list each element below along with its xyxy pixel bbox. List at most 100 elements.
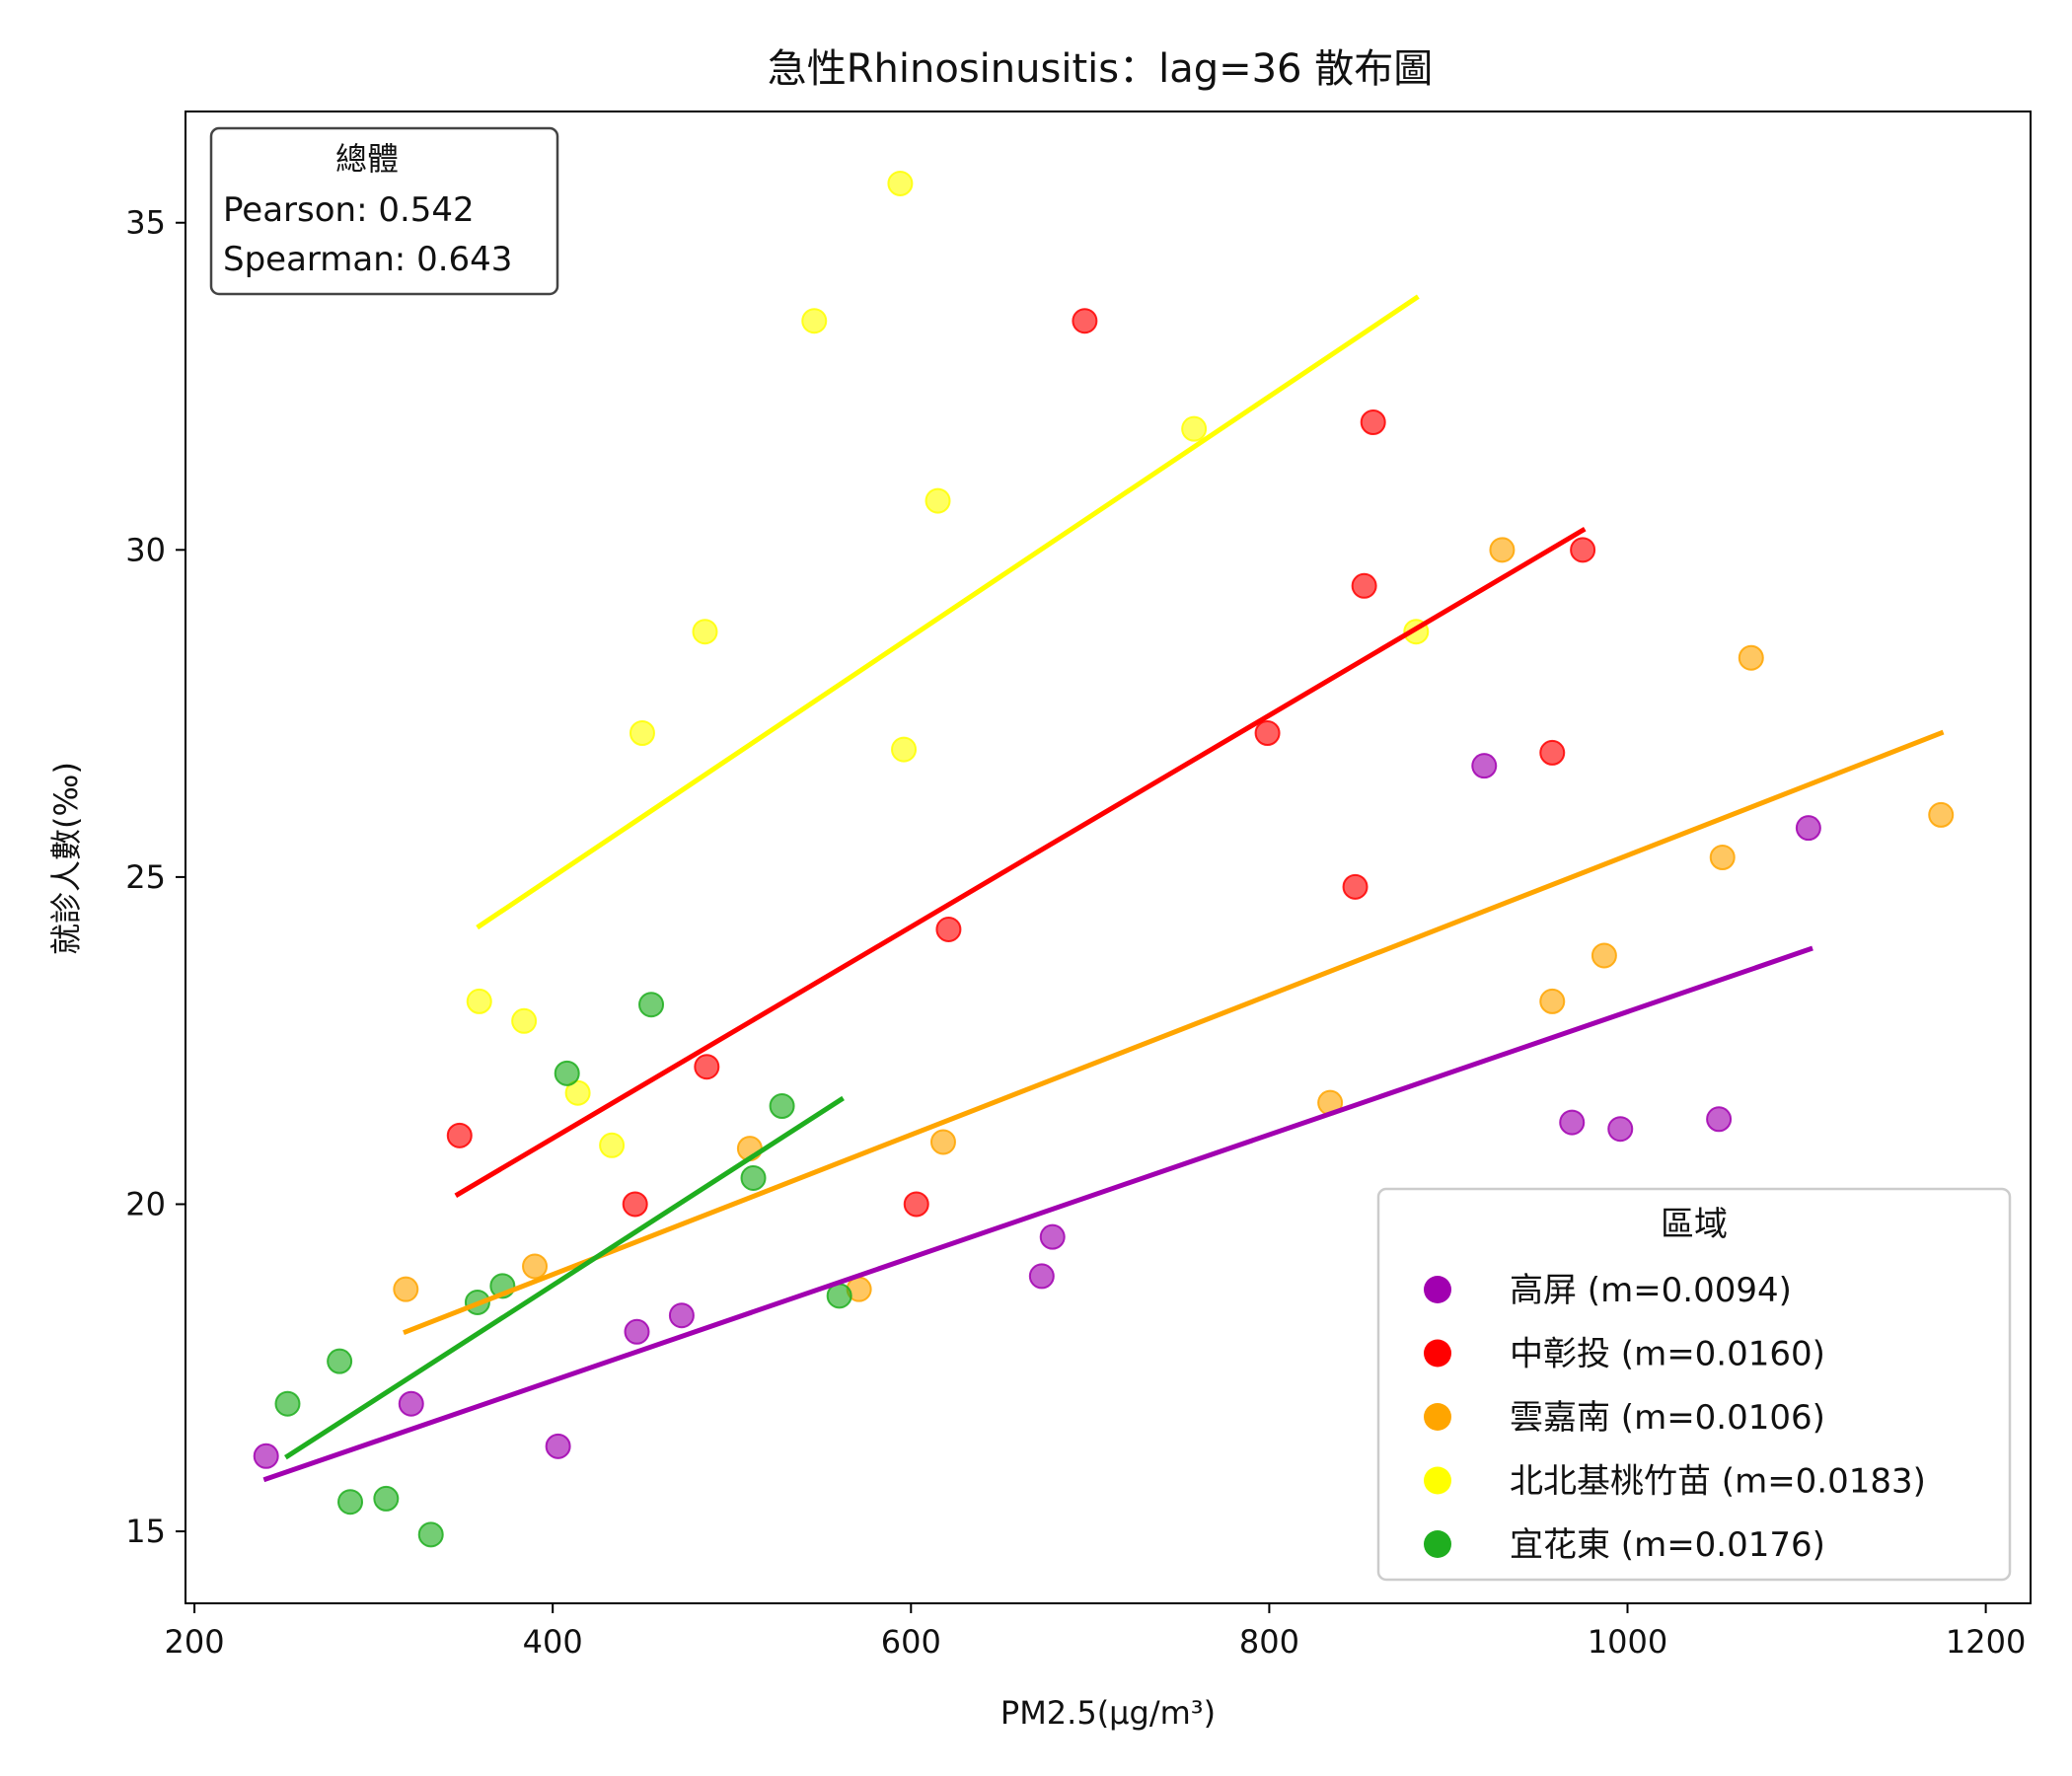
- data-point: [545, 1433, 571, 1459]
- legend-label: 宜花東 (m=0.0176): [1510, 1525, 1825, 1565]
- legend-entry: 北北基桃竹苗 (m=0.0183): [1424, 1462, 1926, 1502]
- legend-entry: 宜花東 (m=0.0176): [1424, 1525, 1825, 1565]
- data-point: [554, 1060, 580, 1086]
- y-tick-label: 30: [125, 531, 166, 568]
- data-point: [935, 916, 962, 942]
- data-point: [417, 1521, 444, 1548]
- data-point: [1738, 644, 1764, 671]
- stats-box-frame: [209, 126, 559, 296]
- legend-label: 北北基桃竹苗 (m=0.0183): [1510, 1462, 1926, 1502]
- regression-line-3: [403, 729, 1945, 1336]
- data-point: [599, 1132, 626, 1158]
- data-point: [629, 720, 655, 746]
- axes: 200 400 600 800 1000 1200 15 20 25 30 35: [125, 204, 2026, 1661]
- data-point: [1039, 1223, 1066, 1250]
- data-point: [1709, 845, 1736, 870]
- plot-marks: [253, 170, 1955, 1548]
- legend-entry: 中彰投 (m=0.0160): [1424, 1335, 1825, 1374]
- legend-frame: [1376, 1187, 2012, 1582]
- x-tick-label: 1200: [1946, 1623, 2026, 1661]
- data-point: [1342, 873, 1369, 900]
- series-3: [393, 537, 1955, 1302]
- data-point: [1181, 415, 1208, 442]
- data-point: [446, 1122, 473, 1148]
- legend-label: 雲嘉南 (m=0.0106): [1510, 1398, 1825, 1438]
- y-tick-label: 15: [125, 1513, 166, 1550]
- plot-area-frame: [185, 111, 2032, 1604]
- data-point: [1539, 739, 1566, 766]
- x-tick-label: 600: [881, 1623, 941, 1661]
- legend-entry: 高屏 (m=0.0094): [1424, 1271, 1792, 1310]
- legend-entry: 雲嘉南 (m=0.0106): [1424, 1398, 1825, 1438]
- regression-line-1: [262, 945, 1813, 1483]
- x-tick-label: 800: [1239, 1623, 1299, 1661]
- data-point: [1539, 988, 1566, 1014]
- legend-title: 區域: [1661, 1205, 1728, 1244]
- data-point: [1072, 308, 1098, 334]
- data-point: [668, 1302, 695, 1329]
- data-point: [337, 1489, 364, 1516]
- data-point: [891, 736, 918, 763]
- data-point: [1559, 1109, 1586, 1136]
- data-point: [622, 1191, 648, 1218]
- data-point: [511, 1007, 538, 1034]
- data-point: [466, 988, 492, 1014]
- data-point: [903, 1191, 929, 1218]
- legend-marker: [1424, 1339, 1451, 1368]
- data-point: [638, 992, 665, 1018]
- spearman-text: Spearman: 0.643: [223, 240, 512, 279]
- data-point: [624, 1318, 650, 1345]
- legend-marker: [1424, 1466, 1451, 1495]
- legend-marker: [1424, 1276, 1451, 1303]
- legend-label: 高屏 (m=0.0094): [1510, 1271, 1792, 1310]
- data-point: [373, 1485, 400, 1512]
- stats-box-title: 總體: [335, 140, 399, 178]
- data-point: [1795, 815, 1821, 842]
- legend-marker: [1424, 1403, 1451, 1431]
- data-point: [694, 1054, 720, 1080]
- legend-entries: 高屏 (m=0.0094) 中彰投 (m=0.0160) 雲嘉南 (m=0.0106…: [1424, 1271, 1926, 1565]
- regression-line-5: [284, 1095, 845, 1460]
- data-point: [1254, 720, 1281, 746]
- regression-line-4: [476, 294, 1420, 930]
- data-point: [522, 1253, 549, 1280]
- chart-title: 急性Rhinosinusitis：lag=36 散布圖: [768, 46, 1433, 92]
- legend: 區域 高屏 (m=0.0094) 中彰投 (m=0.0160) 雲嘉南 (m=0.0…: [1376, 1187, 2012, 1582]
- legend-label: 中彰投 (m=0.0160): [1510, 1335, 1825, 1374]
- x-tick-label: 1000: [1588, 1623, 1667, 1661]
- data-point: [1489, 537, 1516, 563]
- data-point: [1591, 942, 1617, 969]
- data-point: [801, 308, 828, 334]
- data-point: [393, 1276, 419, 1302]
- x-tick-label: 200: [165, 1623, 225, 1661]
- data-point: [1928, 801, 1955, 828]
- data-point: [327, 1348, 353, 1374]
- data-point: [1360, 409, 1386, 435]
- data-point: [398, 1390, 424, 1417]
- x-axis-title: PM2.5(μg/m³): [1000, 1694, 1216, 1732]
- data-point: [274, 1390, 301, 1417]
- data-point: [887, 170, 914, 196]
- legend-marker: [1424, 1530, 1451, 1558]
- data-point: [925, 487, 951, 514]
- x-tick-label: 400: [523, 1623, 583, 1661]
- series-1: [253, 753, 1821, 1469]
- stats-box: 總體 Pearson: 0.542 Spearman: 0.643: [209, 126, 559, 296]
- data-point: [253, 1443, 279, 1469]
- data-point: [1351, 572, 1377, 599]
- data-point: [929, 1129, 956, 1155]
- data-point: [564, 1079, 591, 1106]
- y-tick-label: 25: [125, 858, 166, 896]
- data-point: [1706, 1106, 1733, 1133]
- data-point: [769, 1093, 795, 1119]
- y-axis-title: 就診人數(‰): [47, 762, 85, 955]
- y-tick-label: 20: [125, 1185, 166, 1222]
- regression-line-2: [454, 526, 1587, 1198]
- series-2: [446, 308, 1596, 1218]
- data-point: [1028, 1263, 1055, 1290]
- data-point: [740, 1164, 767, 1191]
- data-point: [692, 619, 718, 645]
- series-4: [466, 170, 1430, 1158]
